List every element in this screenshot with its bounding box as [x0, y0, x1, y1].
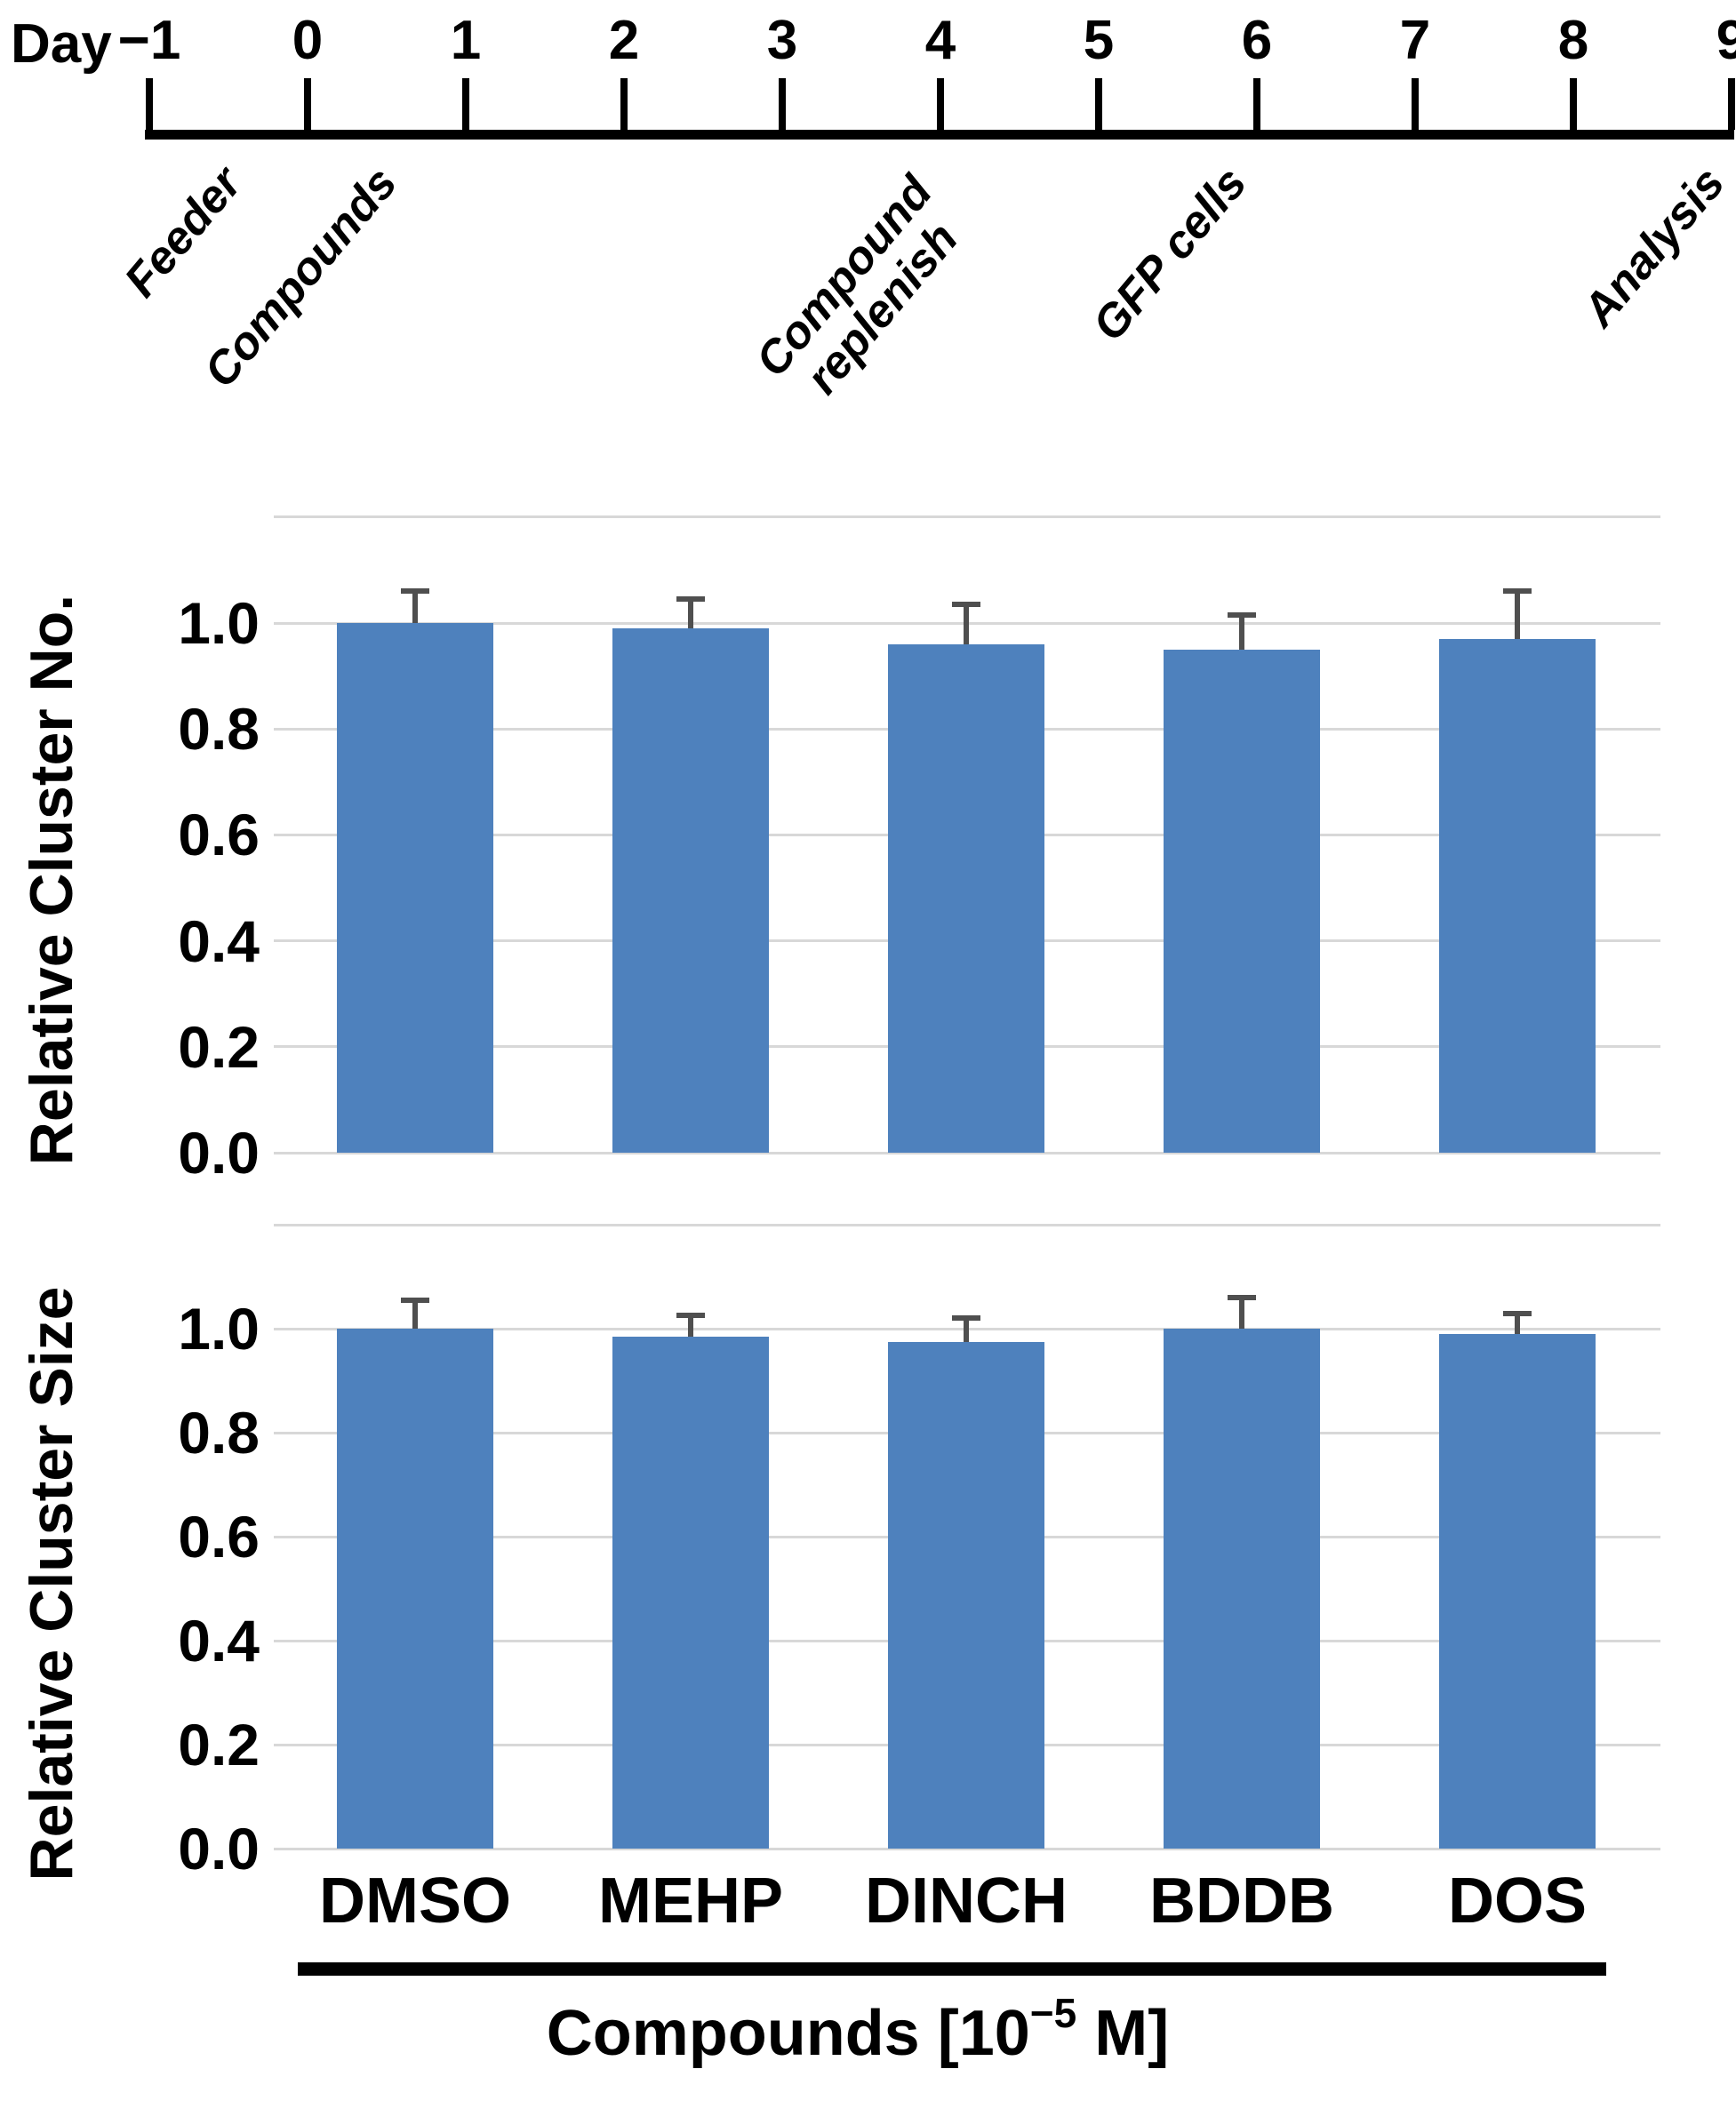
timeline-tick: [146, 78, 153, 130]
y-tick-label: 0.2: [178, 1712, 260, 1777]
error-bar-cap: [401, 1297, 429, 1303]
timeline-event-label: GFP cells: [1083, 157, 1257, 351]
error-bar-stem: [412, 1297, 418, 1329]
timeline-day-label: 7: [1399, 10, 1431, 71]
y-tick-label: 0.2: [178, 1013, 260, 1080]
error-bar-cap: [1503, 588, 1532, 595]
category-label-bddb: BDDB: [1149, 1865, 1334, 1937]
timeline-tick: [779, 78, 786, 130]
y-tick-label: 0.0: [178, 1120, 260, 1186]
timeline-event-label: Feeder: [115, 157, 252, 308]
bar-mehp: [612, 627, 769, 1153]
category-label-dinch: DINCH: [865, 1865, 1068, 1937]
y-tick-label: 1.0: [178, 590, 260, 656]
x-axis-title-suffix: M]: [1076, 1998, 1170, 2069]
bar-dinch: [888, 643, 1044, 1153]
timeline-day-label: 2: [608, 10, 640, 71]
timeline-day-label: −1: [117, 10, 181, 71]
error-bar-cap: [676, 1313, 705, 1319]
timeline-tick: [462, 78, 469, 130]
y-tick-label: 0.6: [178, 802, 260, 868]
y-tick-label: 0.4: [178, 907, 260, 974]
timeline-day-label: 5: [1083, 10, 1115, 71]
error-bar-cap: [1228, 612, 1256, 619]
y-tick-label: 0.6: [178, 1504, 260, 1570]
x-axis-title: Compounds [10−5 M]: [546, 1990, 1170, 2070]
error-bar-cap: [952, 1315, 980, 1322]
gridline: [274, 1847, 1660, 1850]
timeline-tick: [937, 78, 944, 130]
error-bar-stem: [1515, 588, 1520, 639]
timeline-event-label-line: Feeder: [115, 157, 252, 308]
timeline-day-label: 8: [1557, 10, 1589, 71]
category-label-dos: DOS: [1447, 1865, 1588, 1937]
timeline-tick: [620, 78, 628, 130]
x-axis-underline: [298, 1962, 1606, 1976]
error-bar-stem: [688, 596, 693, 628]
error-bar-stem: [1515, 1310, 1520, 1334]
x-axis-title-prefix: Compounds [10: [546, 1998, 1030, 2069]
timeline-day-label: 0: [292, 10, 324, 71]
timeline-axis-line: [145, 130, 1734, 140]
error-bar-stem: [964, 602, 969, 644]
y-axis-title: Relative Cluster No.: [18, 594, 85, 1166]
bar-dos: [1439, 1333, 1596, 1849]
timeline-event-label-line: GFP cells: [1083, 157, 1257, 351]
timeline-tick: [1253, 78, 1260, 130]
timeline-day-label: 9: [1716, 10, 1736, 71]
timeline-day-label: 1: [450, 10, 482, 71]
gridline: [274, 1223, 1660, 1226]
gridline: [274, 1151, 1660, 1154]
error-bar-stem: [688, 1313, 693, 1337]
error-bar-cap: [1228, 1294, 1256, 1300]
error-bar-cap: [401, 588, 429, 595]
y-tick-label: 0.4: [178, 1608, 260, 1674]
error-bar-cap: [952, 602, 980, 608]
x-axis-title-exponent: −5: [1029, 1990, 1077, 2036]
timeline-event-label: Compound replenish: [746, 166, 980, 418]
timeline-event-label-line: Analysis: [1572, 157, 1735, 337]
y-tick-label: 0.8: [178, 696, 260, 763]
bar-dos: [1439, 638, 1596, 1153]
bar-bddb: [1164, 649, 1320, 1153]
y-tick-label: 1.0: [178, 1296, 260, 1362]
error-bar-cap: [1503, 1310, 1532, 1316]
timeline-tick: [1095, 78, 1102, 130]
bar-dmso: [337, 1329, 493, 1849]
timeline-event-label: Analysis: [1572, 157, 1735, 337]
category-label-dmso: DMSO: [319, 1865, 511, 1937]
y-tick-label: 0.0: [178, 1816, 260, 1881]
bar-mehp: [612, 1336, 769, 1849]
error-bar-stem: [412, 588, 418, 623]
error-bar-stem: [1239, 1294, 1244, 1329]
timeline-day-prefix: Day: [11, 13, 112, 75]
bar-dinch: [888, 1341, 1044, 1849]
timeline-tick: [304, 78, 311, 130]
timeline-tick: [1412, 78, 1419, 130]
category-label-mehp: MEHP: [597, 1865, 784, 1937]
error-bar-cap: [676, 596, 705, 603]
timeline-day-label: 3: [766, 10, 798, 71]
bar-dmso: [337, 623, 493, 1153]
timeline-tick: [1570, 78, 1577, 130]
error-bar-stem: [1239, 612, 1244, 650]
timeline-day-label: 6: [1241, 10, 1273, 71]
timeline-day-label: 4: [924, 10, 956, 71]
timeline-tick: [1728, 78, 1735, 130]
y-axis-title: Relative Cluster Size: [18, 1286, 85, 1881]
error-bar-stem: [964, 1315, 969, 1342]
y-tick-label: 0.8: [178, 1400, 260, 1466]
bar-bddb: [1164, 1329, 1320, 1849]
gridline: [274, 515, 1660, 519]
